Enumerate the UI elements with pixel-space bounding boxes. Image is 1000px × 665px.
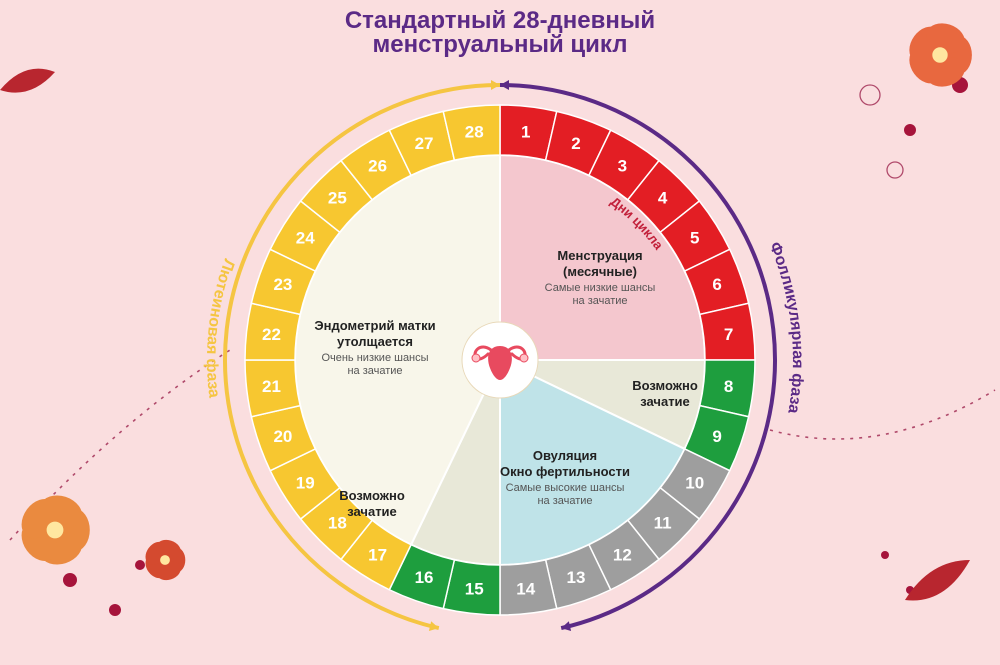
day-number: 19 [296,473,315,492]
wedge-label-title2: зачатие [640,394,690,409]
wedge-label-sub: Самые низкие шансы [545,282,656,294]
day-number: 15 [465,580,484,599]
day-number: 9 [712,427,721,446]
day-number: 3 [618,156,627,175]
wedge-label-title: Эндометрий матки [314,318,435,333]
decor-dot [904,124,916,136]
wedge-label-title2: утолщается [337,334,413,349]
day-number: 23 [273,275,292,294]
decor-dot [135,560,145,570]
day-number: 17 [368,546,387,565]
day-number: 18 [328,514,347,533]
day-number: 7 [724,325,733,344]
day-number: 24 [296,229,315,248]
day-number: 21 [262,377,281,396]
day-number: 14 [516,580,535,599]
title-line2: менструальный цикл [373,31,628,58]
wedge-label-title: Овуляция [533,448,597,463]
day-number: 2 [571,134,580,153]
wedge-label-sub: Очень низкие шансы [321,352,428,364]
decor-dot [109,604,121,616]
day-number: 8 [724,377,733,396]
wedge-label-title: Менструация [557,248,642,263]
day-number: 20 [273,427,292,446]
day-number: 10 [685,473,704,492]
day-number: 25 [328,188,347,207]
wedge-label-title2: зачатие [347,504,397,519]
day-number: 13 [567,568,586,587]
infographic-stage: Стандартный 28-дневныйменструальный цикл… [0,0,1000,665]
day-number: 26 [368,156,387,175]
wedge-label-title: Возможно [632,378,698,393]
decor-dot [881,551,889,559]
day-number: 22 [262,325,281,344]
wedge-label-title2: (месячные) [563,264,637,279]
day-number: 5 [690,229,699,248]
title-line1: Стандартный 28-дневный [345,7,655,34]
day-number: 12 [613,546,632,565]
decor-dot [63,573,77,587]
wedge-label-title: Возможно [339,488,405,503]
day-number: 28 [465,122,484,141]
wedge-label-title2: Окно фертильности [500,464,630,479]
day-number: 11 [654,514,672,533]
wedge-label-sub2: на зачатие [572,295,627,307]
wedge-label-sub2: на зачатие [537,495,592,507]
day-number: 6 [712,275,721,294]
cycle-svg: Стандартный 28-дневныйменструальный цикл… [0,0,1000,665]
wedge-label-sub: Самые высокие шансы [506,482,625,494]
day-number: 27 [415,134,434,153]
day-number: 16 [415,568,434,587]
day-number: 4 [658,188,668,207]
wedge-label-sub2: на зачатие [347,365,402,377]
day-number: 1 [521,122,530,141]
